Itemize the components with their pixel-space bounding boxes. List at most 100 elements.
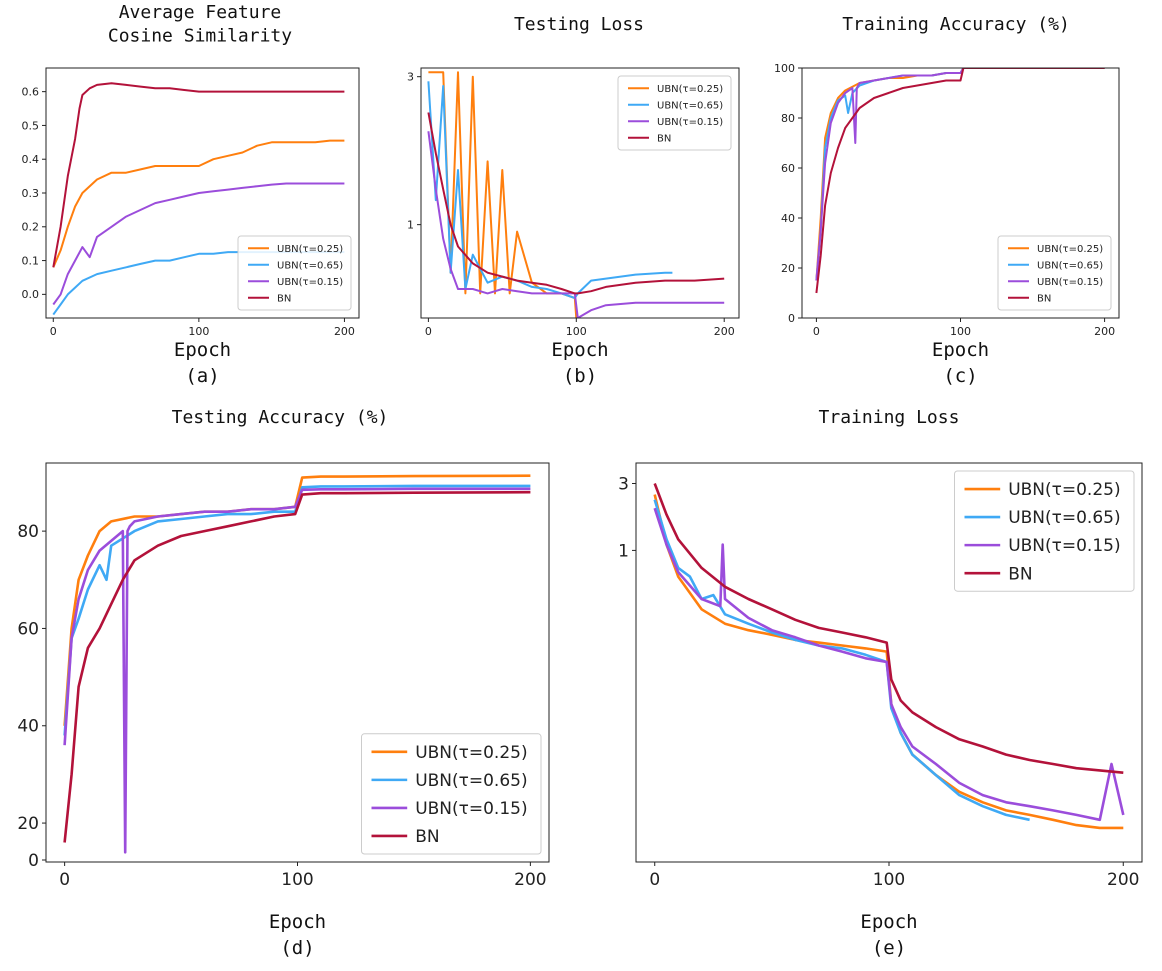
legend-label: UBN(τ=0.65)	[657, 100, 723, 111]
legend-box	[361, 733, 542, 855]
legend-label: UBN(τ=0.65)	[1008, 508, 1120, 528]
y-tick-label: 60	[781, 162, 795, 175]
y-tick-label: 0.3	[22, 187, 40, 200]
x-tick-label: 200	[514, 870, 546, 890]
y-tick-label: 0	[788, 312, 795, 325]
y-tick-label: 0.0	[22, 288, 40, 301]
x-tick-label: 0	[50, 325, 57, 338]
x-axis-label: Epoch	[932, 339, 989, 361]
y-tick-label: 1	[618, 541, 629, 561]
legend: UBN(τ=0.25) UBN(τ=0.65) UBN(τ=0.15) BN	[361, 733, 542, 855]
legend-label: BN	[657, 133, 671, 144]
x-tick-label: 100	[281, 870, 313, 890]
legend: UBN(τ=0.25) UBN(τ=0.65) UBN(τ=0.15) BN	[237, 235, 352, 311]
series-line-ubn_015	[63, 487, 531, 854]
y-tick-label: 0	[28, 851, 39, 871]
legend: UBN(τ=0.25) UBN(τ=0.65) UBN(τ=0.15) BN	[617, 75, 732, 151]
series-line-ubn_025	[815, 68, 1105, 281]
series-line-bn	[427, 112, 725, 295]
legend-label: UBN(τ=0.65)	[415, 771, 527, 791]
x-axis-label: Epoch	[174, 339, 231, 361]
chart-title: Training Loss	[819, 407, 960, 428]
legend-label: UBN(τ=0.65)	[277, 260, 343, 271]
chart-title: Testing Accuracy (%)	[172, 407, 389, 428]
chart-d: Testing Accuracy (%) 0 100 200 20 40 60 80 0 Epoc…	[17, 407, 550, 959]
x-axis-label: Epoch	[551, 339, 608, 361]
chart-title: Average Feature Cosine Similarity	[108, 2, 292, 46]
y-tick-label: 0.6	[22, 85, 40, 98]
legend-label: UBN(τ=0.15)	[415, 799, 527, 819]
legend-label: UBN(τ=0.15)	[277, 277, 343, 288]
legend: UBN(τ=0.25) UBN(τ=0.65) UBN(τ=0.15) BN	[954, 470, 1135, 592]
y-tick-label: 3	[407, 71, 414, 84]
y-tick-label: 40	[17, 717, 39, 737]
y-tick-label: 40	[781, 212, 795, 225]
chart-a: Average Feature Cosine Similarity 0 100 200 0…	[22, 2, 360, 387]
legend-label: BN	[415, 827, 439, 847]
chart-title: Testing Loss	[514, 14, 644, 35]
series-line-bn	[815, 68, 1105, 294]
legend-label: UBN(τ=0.15)	[1037, 277, 1103, 288]
y-tick-label: 60	[17, 619, 39, 639]
x-tick-label: 200	[334, 325, 355, 338]
chart-e: Training Loss 0 100 200 3 1 Epoch (e) UBN(τ=0.25…	[618, 407, 1143, 959]
chart-c: Training Accuracy (%) 0 100 200 0 20 40 60 80 100…	[774, 14, 1120, 387]
x-tick-label: 200	[714, 325, 735, 338]
panel-caption: (a)	[185, 365, 219, 387]
y-tick-label: 1	[407, 218, 414, 231]
panel-caption: (d)	[280, 937, 314, 959]
x-tick-label: 0	[59, 870, 70, 890]
x-tick-label: 0	[649, 870, 660, 890]
plot-frame	[420, 67, 740, 319]
y-tick-label: 0.4	[22, 153, 40, 166]
y-tick-label: 100	[774, 62, 795, 75]
legend-label: BN	[277, 293, 291, 304]
chart-title: Training Accuracy (%)	[842, 14, 1070, 35]
series-line-ubn_025	[52, 139, 345, 268]
legend-label: UBN(τ=0.25)	[1008, 480, 1120, 500]
series-line-ubn_025	[428, 71, 578, 318]
y-tick-label: 80	[781, 112, 795, 125]
panel-caption: (c)	[943, 365, 977, 387]
y-tick-label: 0.1	[22, 254, 40, 267]
chart-b: Testing Loss 0 100 200 3 1 Epoch (b) UBN(τ=0.25)…	[407, 14, 740, 387]
legend-label: BN	[1037, 293, 1051, 304]
x-axis-label: Epoch	[269, 911, 326, 933]
legend-label: UBN(τ=0.25)	[277, 244, 343, 255]
series-line-ubn_065	[427, 81, 673, 299]
x-tick-label: 0	[425, 325, 432, 338]
legend-label: BN	[1008, 564, 1032, 584]
panel-caption: (e)	[872, 937, 906, 959]
legend-label: UBN(τ=0.25)	[657, 84, 723, 95]
legend-box	[954, 470, 1135, 592]
series-line-bn	[63, 490, 531, 843]
x-tick-label: 100	[873, 870, 905, 890]
x-tick-label: 100	[566, 325, 587, 338]
x-axis-label: Epoch	[860, 911, 917, 933]
x-tick-label: 100	[950, 325, 971, 338]
legend-box	[237, 235, 352, 311]
y-tick-label: 20	[17, 814, 39, 834]
y-tick-label: 3	[618, 474, 629, 494]
legend-label: UBN(τ=0.25)	[415, 743, 527, 763]
legend-label: UBN(τ=0.15)	[1008, 536, 1120, 556]
x-tick-label: 200	[1107, 870, 1139, 890]
y-tick-label: 0.5	[22, 119, 40, 132]
legend: UBN(τ=0.25) UBN(τ=0.65) UBN(τ=0.15) BN	[997, 235, 1112, 311]
series-line-ubn_025	[63, 474, 531, 726]
panel-caption: (b)	[563, 365, 597, 387]
series-line-bn	[653, 483, 1124, 774]
x-tick-label: 0	[813, 325, 820, 338]
x-tick-label: 100	[188, 325, 209, 338]
series-line-ubn_015	[653, 507, 1125, 822]
y-tick-label: 0.2	[22, 221, 40, 234]
series-line-ubn_065	[63, 484, 531, 736]
series-line-ubn_015	[52, 182, 345, 306]
series-line-ubn_065	[653, 499, 1030, 822]
series-line-ubn_015	[427, 131, 725, 318]
x-tick-label: 200	[1094, 325, 1115, 338]
legend-label: UBN(τ=0.25)	[1037, 244, 1103, 255]
legend-box	[617, 75, 732, 151]
y-tick-label: 20	[781, 262, 795, 275]
